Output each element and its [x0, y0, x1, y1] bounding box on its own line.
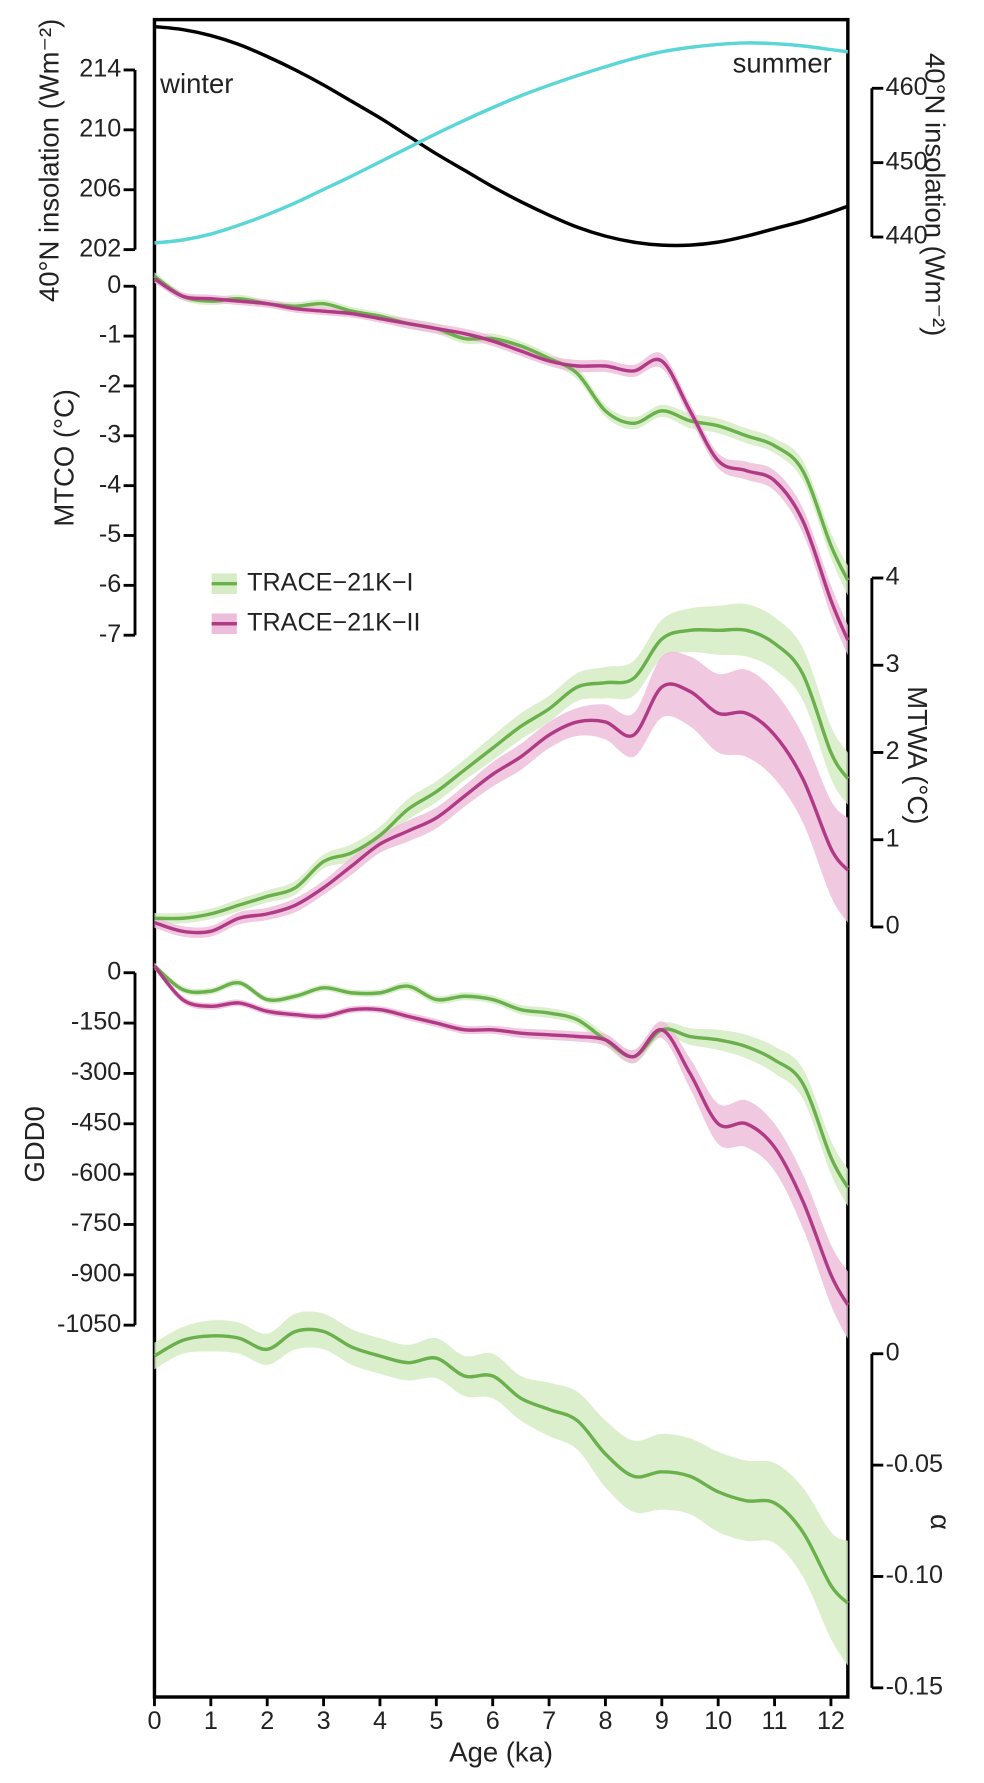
x-axis-label: Age (ka)	[449, 1736, 553, 1767]
series-line	[154, 41, 849, 245]
x-tick-label: 7	[542, 1707, 556, 1735]
y-tick-label: 1	[886, 824, 900, 852]
x-tick-label: 11	[761, 1707, 787, 1735]
uncertainty-band	[154, 603, 848, 924]
y-tick-label: -300	[71, 1058, 121, 1086]
series-label: summer	[733, 48, 832, 79]
y-tick-label: -4	[99, 470, 121, 498]
y-tick-label: 202	[79, 234, 121, 262]
y2-axis-label: 40°N insolation (Wm⁻²)	[919, 53, 950, 336]
x-tick-label: 8	[598, 1707, 612, 1735]
y-tick-label: -0.10	[886, 1561, 943, 1589]
uncertainty-band	[154, 1311, 848, 1666]
y-axis-label: MTWA (°C)	[902, 686, 933, 824]
x-tick-label: 6	[486, 1707, 500, 1735]
y-tick-label: 0	[107, 271, 121, 299]
uncertainty-band	[154, 962, 848, 1339]
y-tick-label: -0.05	[886, 1450, 943, 1478]
series-line	[153, 1327, 850, 1605]
y-tick-label: -1	[99, 321, 121, 349]
y-tick-label: 3	[886, 650, 900, 678]
legend-label: TRACE−21K−I	[247, 568, 413, 596]
series-line	[154, 24, 849, 248]
y-axis-label: GDD0	[19, 1106, 50, 1182]
x-tick-label: 12	[817, 1707, 845, 1735]
x-tick-label: 2	[260, 1707, 274, 1735]
y-tick-label: -3	[99, 420, 121, 448]
series-line	[154, 627, 850, 921]
y-tick-label: 4	[886, 563, 900, 591]
y-tick-label: -2	[99, 371, 121, 399]
y-tick-label: 214	[79, 55, 121, 83]
y-axis-label: α	[925, 1514, 956, 1530]
y-tick-label: -150	[71, 1008, 121, 1036]
y-tick-label: 0	[886, 912, 900, 940]
x-tick-label: 0	[147, 1707, 161, 1735]
y-tick-label: -450	[71, 1108, 121, 1136]
y-axis-label: 40°N insolation (Wm⁻²)	[34, 19, 65, 302]
series-line	[153, 964, 850, 1306]
series-line	[153, 682, 850, 935]
y-tick-label: -5	[99, 520, 121, 548]
y-axis-label: MTCO (°C)	[49, 389, 80, 527]
y-tick-label: -900	[71, 1259, 121, 1287]
x-tick-label: 3	[317, 1707, 331, 1735]
series-line	[153, 964, 850, 1189]
uncertainty-band	[154, 274, 848, 656]
y-tick-label: 206	[79, 174, 121, 202]
plot-frame	[152, 17, 850, 1699]
legend-label: TRACE−21K−II	[247, 608, 420, 636]
y-tick-label: -7	[99, 620, 121, 648]
x-tick-label: 9	[655, 1707, 669, 1735]
y-tick-label: 460	[886, 73, 928, 101]
y-tick-label: 0	[886, 1338, 900, 1366]
y-tick-label: -600	[71, 1159, 121, 1187]
y-tick-label: 450	[886, 147, 928, 175]
y-tick-label: 0	[107, 957, 121, 985]
x-tick-label: 5	[429, 1707, 443, 1735]
y-tick-label: -1050	[57, 1310, 121, 1338]
x-tick-label: 4	[373, 1707, 387, 1735]
uncertainty-band	[154, 962, 848, 1206]
series-line	[153, 277, 850, 641]
y-tick-label: -750	[71, 1209, 121, 1237]
y-tick-label: 2	[886, 737, 900, 765]
y-tick-label: 440	[886, 222, 928, 250]
series-label: winter	[159, 68, 233, 99]
x-tick-label: 1	[204, 1707, 218, 1735]
y-tick-label: -0.15	[886, 1673, 943, 1701]
y-tick-label: 210	[79, 115, 121, 143]
x-tick-label: 10	[704, 1707, 732, 1735]
uncertainty-band	[154, 272, 848, 596]
y-tick-label: -6	[99, 570, 121, 598]
